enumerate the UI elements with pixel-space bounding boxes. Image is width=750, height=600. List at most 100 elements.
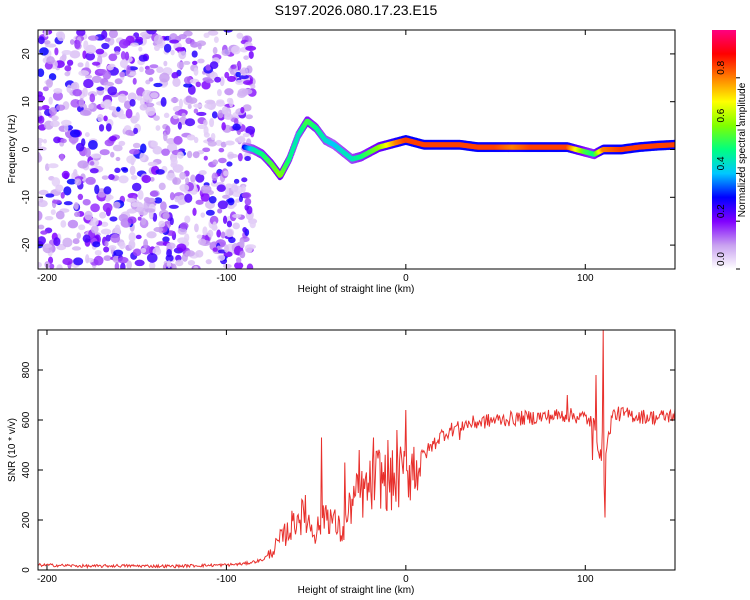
spectrogram-noise-blob [153,44,160,51]
spectrogram-noise-blob [200,184,212,194]
spectrogram-noise-blob [38,106,44,111]
spectrogram-noise-blob [133,127,139,135]
spectrogram-noise-blob [135,234,142,240]
spectrogram-noise-blob [207,229,214,238]
spectrogram-noise-blob [187,104,192,110]
spectrogram-noise-blob [125,129,134,136]
spectrogram-noise-blob [193,136,199,144]
spectrogram-noise-blob [50,209,56,215]
snr-y-tick-label: 800 [21,361,32,378]
spectrogram-noise-blob [87,35,99,41]
colorbar: 0.0 0.2 0.4 0.6 0.8 Normalized spectral ampl… [712,30,748,270]
spectrogram-noise-blob [213,36,219,43]
spectrogram-noise-blob [227,153,239,158]
spectrogram-noise-blob [184,118,196,127]
spectrogram-noise-blob [135,36,144,43]
spectrogram-noise-blob [62,257,73,266]
spectrogram-noise-blob [101,30,108,40]
spectrogram-noise-blob [143,196,151,203]
spectrogram-noise-blob [178,98,184,109]
spectrogram-noise-blob [220,231,226,239]
spectrogram-noise-blob [161,148,170,156]
spectrogram-noise-blob [218,147,225,153]
spectrogram-noise-blob [175,259,184,267]
spectrogram-noise-blob [152,145,163,155]
snr-x-tick-label: 100 [577,574,594,585]
spectrogram-noise-blob [82,87,88,97]
spectrogram-noise-blob [192,207,197,217]
spectrogram-noise-blob [78,224,86,231]
spectrogram-noise-blob [83,78,94,89]
spectrogram-y-tick-label: 20 [21,48,32,60]
spectrogram-noise-blob [156,66,164,74]
colorbar-tick-label: 0.2 [716,204,727,218]
spectrogram-noise-blob [188,97,198,104]
spectrogram-noise-blob [119,241,126,250]
spectrogram-noise-blob [38,236,46,245]
spectrogram-noise-blob [145,102,155,108]
spectrogram-noise-blob [234,261,244,269]
spectrogram-noise-blob [235,79,245,85]
spectrogram-ridge-core [672,142,675,148]
spectrogram-noise-blob [99,211,107,219]
spectrogram-noise-blob [124,51,130,61]
spectrogram-noise-blob [52,91,63,101]
spectrogram-noise-blob [223,113,233,120]
spectrogram-noise-blob [232,222,240,230]
spectrogram-noise-blob [214,76,222,83]
spectrogram-noise-blob [226,220,233,228]
spectrogram-noise-blob [172,177,182,185]
spectrogram-noise-blob [208,196,217,204]
spectrogram-noise-blob [85,147,91,158]
colorbar-ticks: 0.0 0.2 0.4 0.6 0.8 [716,60,740,270]
spectrogram-noise-blob [138,46,143,52]
spectrogram-noise-blob [179,222,189,230]
spectrogram-noise-blob [212,221,217,230]
spectrogram-noise-blob [207,30,219,36]
spectrogram-noise-blob [69,50,81,59]
spectrogram-noise-blob [61,49,72,55]
spectrogram-noise-blob [250,84,256,89]
spectrogram-noise-blob [230,184,239,193]
spectrogram-noise-blob [77,193,84,201]
spectrogram-noise-blob [248,50,254,59]
spectrogram-noise-blob [178,49,187,60]
spectrogram-noise-blob [118,175,129,184]
spectrogram-noise-blob [128,232,136,242]
spectrogram-noise-blob [116,106,121,112]
spectrogram-noise-blob [173,135,183,145]
spectrogram-noise-blob [166,242,176,250]
spectrogram-noise-blob [205,209,215,216]
spectrogram-noise-blob [244,244,253,253]
spectrogram-noise-blob [197,124,207,129]
spectrogram-noise-blob [182,60,191,65]
spectrogram-noise-blob [74,39,81,49]
spectrogram-noise-blob [38,224,45,230]
spectrogram-noise-blob [100,221,109,227]
spectrogram-noise-blob [42,243,53,248]
spectrogram-noise-blob [46,56,55,65]
spectrogram-noise-blob [40,230,48,235]
spectrogram-noise-blob [53,237,61,247]
spectrogram-noise-blob [77,62,84,68]
spectrogram-noise-blob [48,73,57,81]
spectrogram-noise-blob [135,111,140,122]
spectrogram-noise-blob [141,174,152,184]
spectrogram-noise-blob [239,250,246,259]
colorbar-label: Normalized spectral amplitude [737,82,748,217]
spectrogram-noise-blob [212,159,219,165]
spectrogram-noise-blob [176,243,187,252]
spectrogram-noise-blob [140,143,147,154]
spectrogram-noise-blob [70,82,78,90]
spectrogram-noise-blob [240,106,245,114]
spectrogram-noise-blob [221,49,231,56]
spectrogram-noise-blob [118,39,130,49]
spectrogram-noise-blob [73,257,84,266]
spectrogram-noise-blob [184,193,193,203]
spectrogram-noise-blob [103,255,112,262]
spectrogram-noise-blob [52,199,62,204]
spectrogram-noise-blob [241,177,248,183]
spectrogram-noise-blob [46,78,53,88]
spectrogram-noise-blob [73,169,78,177]
